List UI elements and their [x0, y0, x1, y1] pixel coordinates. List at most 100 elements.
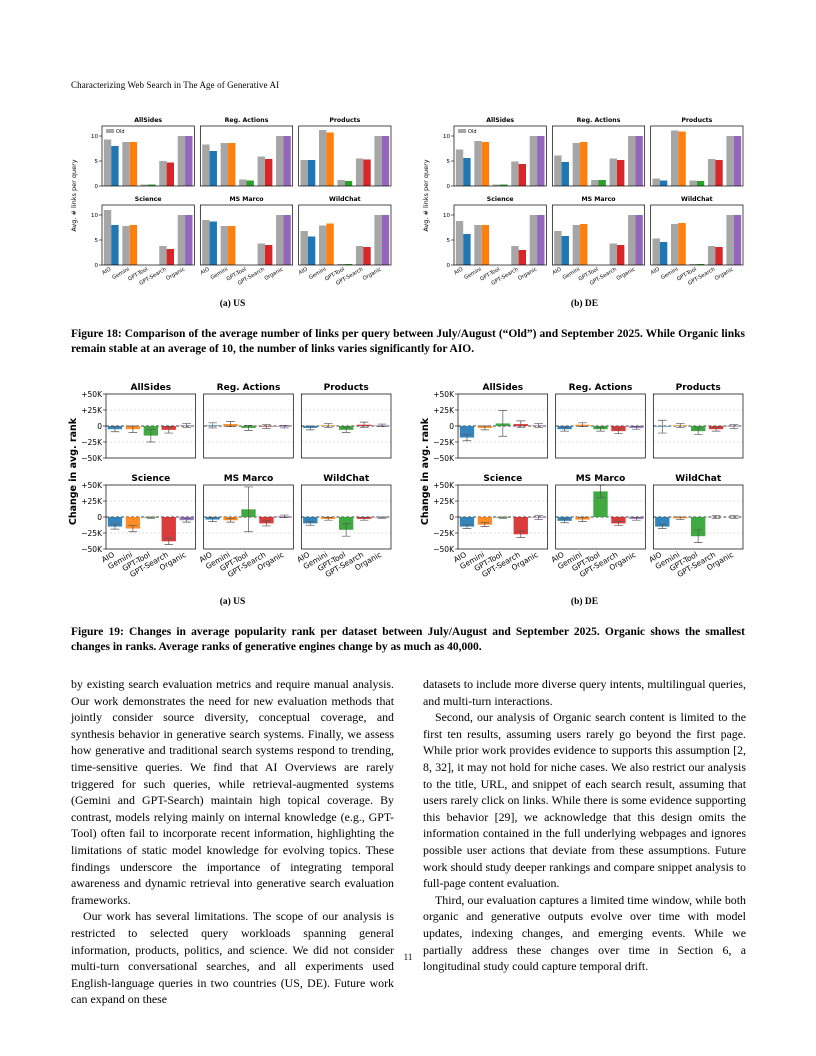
- bar: [726, 136, 734, 186]
- bar: [500, 184, 508, 186]
- bar: [303, 517, 318, 524]
- bar: [707, 159, 716, 186]
- error-bar: [711, 426, 721, 432]
- bar: [733, 136, 742, 186]
- error-bar: [164, 537, 174, 545]
- error-bar: [480, 425, 490, 431]
- bar: [474, 141, 482, 186]
- bar: [492, 184, 501, 186]
- y-tick-label: −25K: [433, 529, 455, 538]
- error-bar: [280, 425, 289, 429]
- bar: [166, 162, 175, 186]
- x-tick-label: Organic: [616, 266, 637, 282]
- bar: [381, 136, 390, 186]
- y-tick-label: 0: [97, 422, 102, 431]
- y-tick-label: +25K: [81, 497, 103, 506]
- axes-frame: [551, 125, 646, 187]
- axes-frame: [203, 393, 294, 459]
- y-tick-label: −50K: [81, 545, 103, 554]
- bar: [177, 136, 186, 186]
- subplot-title: AllSides: [131, 383, 172, 393]
- subplot-title: AllSides: [134, 117, 162, 124]
- error-bar: [128, 524, 138, 533]
- error-bar: [657, 524, 667, 529]
- paragraph: by existing search evaluation metrics an…: [71, 677, 394, 907]
- bar: [670, 130, 679, 186]
- panel-caption: (a) US: [220, 596, 246, 607]
- bar: [611, 517, 626, 524]
- x-tick-label: Organic: [165, 266, 186, 282]
- paragraph: Our work has several limitations. The sc…: [71, 909, 394, 1007]
- bar: [554, 155, 562, 186]
- error-bar: [560, 518, 569, 524]
- bar: [598, 180, 606, 186]
- error-bar: [208, 422, 217, 429]
- bar: [561, 162, 569, 186]
- bar: [111, 146, 119, 186]
- bar: [635, 215, 643, 265]
- error-bar: [244, 486, 253, 533]
- subplot-title: Reg. Actions: [225, 117, 269, 124]
- subplot-title: Products: [329, 117, 360, 124]
- error-bar: [578, 517, 587, 522]
- bar: [129, 225, 138, 265]
- x-tick-label: Organic: [264, 266, 285, 282]
- x-tick-label: Organic: [714, 266, 735, 282]
- y-tick-label: +50K: [81, 481, 103, 490]
- axes-frame: [203, 484, 294, 550]
- bar: [529, 215, 538, 265]
- subplot-title: Science: [483, 474, 522, 484]
- bar: [554, 231, 562, 265]
- subplot-title: WildChat: [323, 474, 370, 484]
- bar: [455, 149, 464, 186]
- axes-frame: [101, 204, 195, 266]
- error-bar: [110, 426, 120, 433]
- y-tick-label: +25K: [81, 406, 103, 415]
- error-bar: [128, 425, 138, 433]
- subplot-title: Reg. Actions: [217, 383, 281, 393]
- error-bar: [729, 515, 739, 519]
- x-tick-label: Organic: [362, 266, 383, 282]
- error-bar: [262, 424, 271, 429]
- legend-label: Old: [116, 129, 125, 135]
- bar: [481, 225, 490, 265]
- y-tick-label: −50K: [433, 545, 455, 554]
- bar: [529, 136, 538, 186]
- y-tick-label: −25K: [81, 529, 103, 538]
- bar: [689, 264, 697, 265]
- y-tick-label: 10: [443, 134, 450, 140]
- bar: [715, 160, 723, 186]
- subplot-title: AllSides: [486, 117, 514, 124]
- error-bar: [244, 425, 253, 431]
- error-bar: [377, 423, 387, 427]
- bar: [459, 517, 475, 527]
- bar: [628, 215, 636, 265]
- error-bar: [632, 517, 641, 521]
- bar: [283, 136, 291, 186]
- subplot-title: Products: [681, 117, 712, 124]
- error-bar: [578, 422, 587, 427]
- legend-swatch: [458, 129, 466, 133]
- error-bar: [359, 517, 369, 521]
- axes-frame: [199, 204, 294, 266]
- bar: [733, 215, 742, 265]
- bar: [477, 517, 493, 525]
- panel-caption: (a) US: [220, 298, 246, 309]
- y-tick-label: 0: [447, 263, 451, 269]
- bar: [635, 136, 643, 186]
- subplot-title: WildChat: [329, 196, 361, 203]
- bar: [122, 142, 130, 186]
- error-bar: [693, 427, 703, 435]
- bar: [572, 143, 581, 186]
- y-tick-label: −50K: [433, 454, 455, 463]
- bar: [276, 136, 284, 186]
- bar: [283, 215, 291, 265]
- bar: [300, 231, 308, 265]
- bar: [355, 246, 364, 265]
- bar: [381, 215, 390, 265]
- error-bar: [632, 426, 641, 430]
- y-tick-label: +50K: [433, 481, 455, 490]
- axes-frame: [555, 484, 646, 550]
- y-tick-label: 0: [449, 422, 454, 431]
- bar: [257, 243, 265, 265]
